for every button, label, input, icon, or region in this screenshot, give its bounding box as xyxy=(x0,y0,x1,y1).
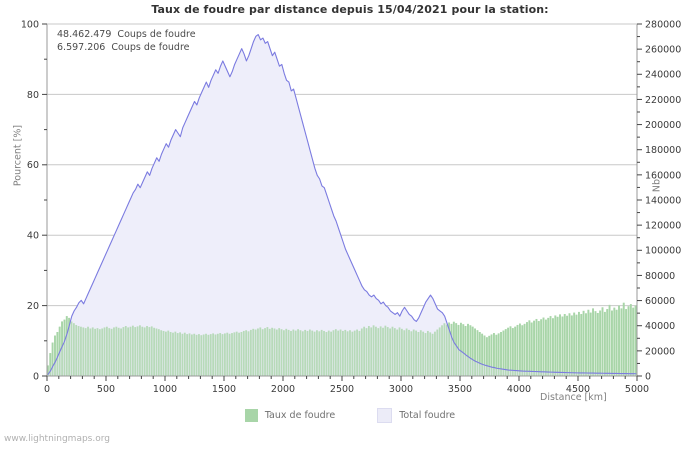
y-axis-right-tick: 100000 xyxy=(645,246,681,257)
x-axis-tick: 3500 xyxy=(448,384,472,395)
legend-swatch-icon xyxy=(377,408,393,423)
y-axis-right-tick: 20000 xyxy=(645,346,675,357)
legend-item-total-foudre[interactable]: Total foudre xyxy=(377,408,455,423)
x-axis-tick: 2500 xyxy=(330,384,354,395)
legend-item-taux-de-foudre[interactable]: Taux de foudre xyxy=(244,409,336,422)
x-axis-tick: 4500 xyxy=(566,384,590,395)
y-axis-right-tick: 220000 xyxy=(645,95,681,106)
y-axis-left-tick: 0 xyxy=(33,371,39,382)
annotation-station-strokes: 6.597.206 Coups de foudre xyxy=(57,42,190,53)
y-axis-right-tick: 160000 xyxy=(645,170,681,181)
y-axis-right-tick: 120000 xyxy=(645,221,681,232)
x-axis-tick: 2000 xyxy=(271,384,295,395)
y-axis-right-tick: 200000 xyxy=(645,120,681,131)
bar-series-taux-de-foudre-overlay xyxy=(47,302,637,376)
area-series-total-foudre xyxy=(47,34,637,377)
y-axis-right-tick: 60000 xyxy=(645,296,675,307)
chart-legend: Taux de foudre Total foudre xyxy=(0,408,700,423)
y-axis-right-tick: 240000 xyxy=(645,70,681,81)
legend-swatch-icon xyxy=(244,409,258,422)
x-axis-tick: 3000 xyxy=(389,384,413,395)
y-axis-right-tick: 140000 xyxy=(645,195,681,206)
y-axis-left-tick: 100 xyxy=(21,19,39,30)
legend-label: Taux de foudre xyxy=(264,410,336,421)
x-axis-label: Distance [km] xyxy=(540,392,607,403)
x-axis-tick: 4000 xyxy=(507,384,531,395)
x-axis-tick: 5000 xyxy=(625,384,649,395)
y-axis-right-tick: 80000 xyxy=(645,271,675,282)
line-series-total-foudre xyxy=(47,34,637,375)
annotation-total-strokes: 48.462.479 Coups de foudre xyxy=(57,29,196,40)
x-axis-tick: 1500 xyxy=(212,384,236,395)
x-axis-tick: 0 xyxy=(44,384,50,395)
y-axis-right-tick: 260000 xyxy=(645,45,681,56)
y-axis-left-tick: 60 xyxy=(27,160,39,171)
y-axis-right-tick: 280000 xyxy=(645,19,681,30)
y-axis-left-label: Pourcent [%] xyxy=(12,124,24,187)
watermark-text: www.lightningmaps.org xyxy=(4,434,110,444)
chart-title: Taux de foudre par distance depuis 15/04… xyxy=(151,3,549,16)
y-axis-right-tick: 180000 xyxy=(645,145,681,156)
y-axis-left-tick: 80 xyxy=(27,90,39,101)
y-axis-left-tick: 40 xyxy=(27,231,39,242)
x-axis-tick: 1000 xyxy=(153,384,177,395)
y-axis-left-tick: 20 xyxy=(27,301,39,312)
x-axis-tick: 500 xyxy=(97,384,115,395)
y-axis-right-tick: 40000 xyxy=(645,321,675,332)
legend-label: Total foudre xyxy=(399,410,456,421)
y-axis-right-label: Nb xyxy=(651,178,663,193)
y-axis-right-tick: 0 xyxy=(645,371,651,382)
